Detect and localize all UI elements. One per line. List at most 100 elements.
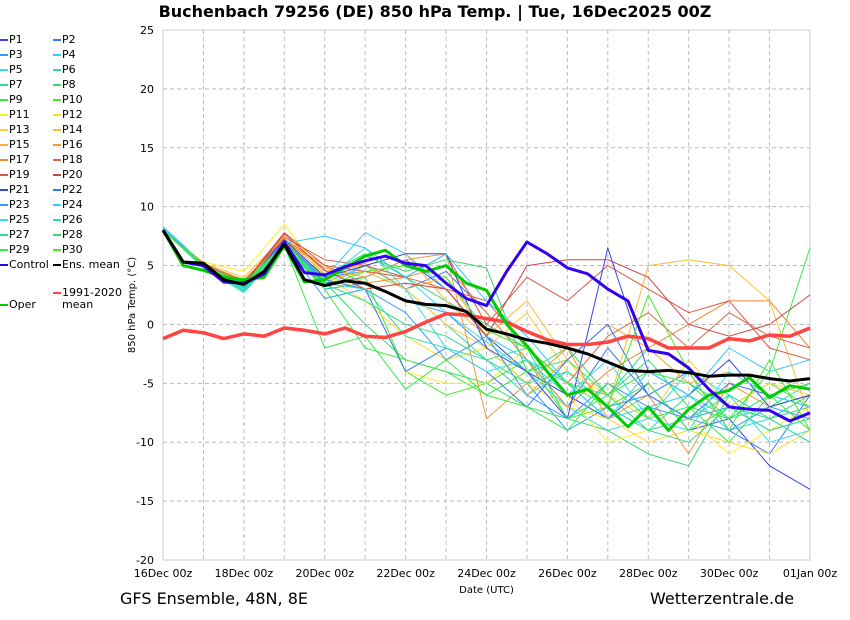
oper-line xyxy=(161,229,811,432)
y-tick-label: 5 xyxy=(147,260,154,273)
legend-swatch xyxy=(53,129,61,131)
x-tick-label: 22Dec 00z xyxy=(376,567,435,580)
legend-item-p28: P28 xyxy=(53,229,83,241)
legend-swatch xyxy=(0,84,8,86)
legend-label: P24 xyxy=(62,198,83,211)
legend-swatch xyxy=(53,234,61,236)
y-tick-label: 20 xyxy=(140,83,154,96)
legend-item-p26: P26 xyxy=(53,214,83,226)
legend-item-p27: P27 xyxy=(0,229,30,241)
legend-label: P29 xyxy=(9,243,30,256)
legend-label: P4 xyxy=(62,48,76,61)
legend-label: P23 xyxy=(9,198,30,211)
legend-label: P18 xyxy=(62,153,83,166)
y-tick-label: -10 xyxy=(136,436,154,449)
y-axis-label: 850 hPa Temp. (°C) xyxy=(127,257,138,353)
legend-swatch xyxy=(53,264,61,266)
legend-swatch xyxy=(0,129,8,131)
x-tick-label: 30Dec 00z xyxy=(700,567,759,580)
legend-swatch xyxy=(0,304,8,306)
legend-label: P12 xyxy=(62,108,83,121)
member-line-p17 xyxy=(162,229,811,408)
legend-item-p12: P12 xyxy=(53,109,83,121)
legend-item-control: Control xyxy=(0,259,49,271)
legend-swatch xyxy=(53,249,61,251)
y-tick-label: -20 xyxy=(136,554,154,567)
legend-label: P19 xyxy=(9,168,30,181)
legend-swatch xyxy=(53,99,61,101)
legend-label: P5 xyxy=(9,63,23,76)
legend: P1 P2 P3 P4 P5 P6 P7 P8 P9 P10 P11 P12 P13 P14 P15 P16 P… xyxy=(0,0,160,320)
chart-title: Buchenbach 79256 (DE) 850 hPa Temp. | Tu… xyxy=(158,2,712,21)
legend-item-p21: P21 xyxy=(0,184,30,196)
legend-swatch xyxy=(0,114,8,116)
legend-swatch xyxy=(53,219,61,221)
legend-label: P21 xyxy=(9,183,30,196)
legend-label: P13 xyxy=(9,123,30,136)
legend-label: P22 xyxy=(62,183,83,196)
climate-mean-line xyxy=(162,312,811,350)
legend-item-p5: P5 xyxy=(0,64,23,76)
legend-item-p13: P13 xyxy=(0,124,30,136)
legend-item-p8: P8 xyxy=(53,79,76,91)
legend-swatch xyxy=(53,84,61,86)
model-info: GFS Ensemble, 48N, 8E xyxy=(120,589,308,608)
legend-item-p1: P1 xyxy=(0,34,23,46)
legend-swatch xyxy=(0,99,8,101)
legend-item-p9: P9 xyxy=(0,94,23,106)
legend-swatch xyxy=(53,292,61,294)
legend-item-p14: P14 xyxy=(53,124,83,136)
x-tick-label: 16Dec 00z xyxy=(134,567,193,580)
legend-item-p20: P20 xyxy=(53,169,83,181)
x-tick-label: 28Dec 00z xyxy=(619,567,678,580)
x-axis-label: Date (UTC) xyxy=(459,585,514,596)
legend-swatch xyxy=(0,189,8,191)
legend-swatch xyxy=(0,249,8,251)
legend-label: P10 xyxy=(62,93,83,106)
legend-item-p18: P18 xyxy=(53,154,83,166)
legend-item-p17: P17 xyxy=(0,154,30,166)
legend-label: P1 xyxy=(9,33,23,46)
legend-item-p29: P29 xyxy=(0,244,30,256)
legend-item-p22: P22 xyxy=(53,184,83,196)
legend-label: P3 xyxy=(9,48,23,61)
legend-label: P14 xyxy=(62,123,83,136)
legend-label: P11 xyxy=(9,108,30,121)
legend-label: P2 xyxy=(62,33,76,46)
legend-label: P30 xyxy=(62,243,83,256)
legend-label: P26 xyxy=(62,213,83,226)
legend-swatch xyxy=(53,189,61,191)
legend-item-p11: P11 xyxy=(0,109,30,121)
legend-swatch xyxy=(53,114,61,116)
legend-label: Control xyxy=(9,258,49,271)
legend-label: P9 xyxy=(9,93,23,106)
y-tick-label: 0 xyxy=(147,318,154,331)
legend-item-p19: P19 xyxy=(0,169,30,181)
legend-item-oper: Oper xyxy=(0,299,36,311)
legend-swatch xyxy=(0,264,8,266)
legend-label: P6 xyxy=(62,63,76,76)
legend-label: Oper xyxy=(9,298,36,311)
legend-label: P7 xyxy=(9,78,23,91)
legend-label: 1991-2020 mean xyxy=(62,286,122,311)
legend-label: P15 xyxy=(9,138,30,151)
x-tick-label: 18Dec 00z xyxy=(215,567,274,580)
x-tick-label: 24Dec 00z xyxy=(457,567,516,580)
legend-swatch xyxy=(0,219,8,221)
legend-item-p30: P30 xyxy=(53,244,83,256)
legend-label: P25 xyxy=(9,213,30,226)
legend-item-climate-mean: 1991-2020 mean xyxy=(53,287,124,311)
y-tick-label: -15 xyxy=(136,495,154,508)
legend-swatch xyxy=(53,54,61,56)
legend-item-p16: P16 xyxy=(53,139,83,151)
legend-swatch xyxy=(0,174,8,176)
legend-swatch xyxy=(53,144,61,146)
legend-label: Ens. mean xyxy=(62,258,120,271)
legend-label: P17 xyxy=(9,153,30,166)
legend-item-p6: P6 xyxy=(53,64,76,76)
legend-item-p24: P24 xyxy=(53,199,83,211)
legend-swatch xyxy=(0,54,8,56)
member-line-p29 xyxy=(162,229,811,443)
